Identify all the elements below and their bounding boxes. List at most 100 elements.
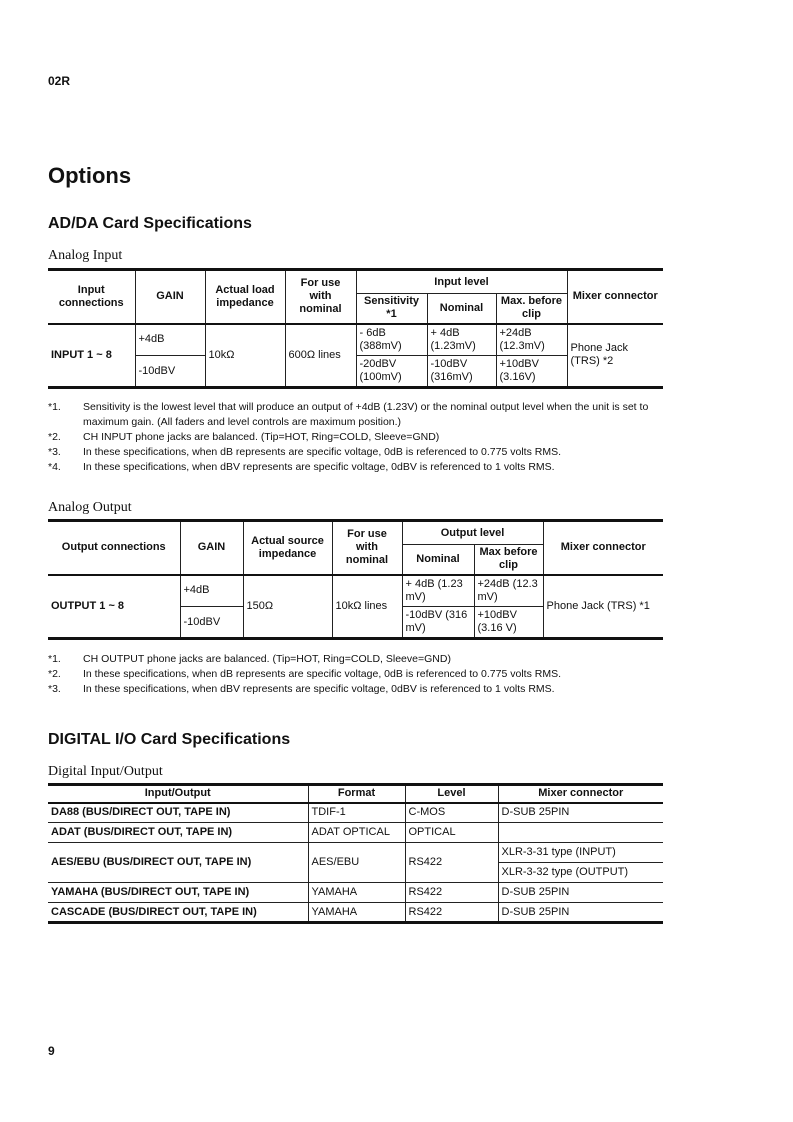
cell: CASCADE (BUS/DIRECT OUT, TAPE IN) [48, 902, 309, 923]
footnote-key: *3. [48, 683, 61, 695]
cell: TDIF-1 [307, 801, 406, 823]
cell: +4dB [179, 573, 244, 607]
subheading-digital-io: Digital Input/Output [48, 764, 163, 779]
footnote-key: *1. [48, 401, 61, 413]
cell: ADAT (BUS/DIRECT OUT, TAPE IN) [48, 822, 309, 843]
footnote-text: Sensitivity is the lowest level that wil… [83, 401, 649, 428]
footnote-key: *2. [48, 668, 61, 680]
analog-output-table: Output connections GAIN Actual source impe… [48, 519, 663, 640]
col-header: Output level [401, 520, 544, 545]
col-header: Mixer connector [497, 784, 663, 803]
cell: OUTPUT 1 ~ 8 [48, 573, 181, 639]
cell: Phone Jack (TRS) *1 [542, 573, 663, 639]
footnote: *3. In these specifications, when dBV rep… [48, 682, 668, 697]
footnote-text: In these specifications, when dB represe… [83, 668, 562, 680]
page-number: 9 [48, 1044, 55, 1058]
section-heading-digital: DIGITAL I/O Card Specifications [48, 731, 291, 748]
footnote-text: In these specifications, when dBV repres… [83, 683, 555, 695]
col-header: For use with nominal [284, 269, 357, 324]
footnote-key: *4. [48, 461, 61, 473]
col-header: Input/Output [48, 784, 309, 803]
cell: YAMAHA (BUS/DIRECT OUT, TAPE IN) [48, 882, 309, 903]
cell: AES/EBU (BUS/DIRECT OUT, TAPE IN) [48, 842, 309, 883]
cell: RS422 [404, 842, 499, 883]
cell: +10dBV (3.16 V) [473, 606, 543, 639]
analog-output-notes: *1. CH OUTPUT phone jacks are balanced. (… [48, 652, 668, 697]
footnote-key: *2. [48, 431, 61, 443]
cell: OPTICAL [404, 822, 499, 843]
col-header: Nominal [402, 544, 475, 575]
subheading-analog-input: Analog Input [48, 248, 123, 263]
cell: 600Ω lines [284, 322, 357, 388]
cell: 150Ω [242, 573, 333, 639]
cell: DA88 (BUS/DIRECT OUT, TAPE IN) [48, 801, 309, 823]
table-row: XLR-3-32 type (OUTPUT) [48, 862, 663, 883]
table-row: ADAT (BUS/DIRECT OUT, TAPE IN) ADAT OPTIC… [48, 822, 663, 843]
cell: ADAT OPTICAL [307, 822, 406, 843]
footnote-text: CH OUTPUT phone jacks are balanced. (Tip… [83, 653, 451, 665]
footnote-key: *1. [48, 653, 61, 665]
cell: XLR-3-32 type (OUTPUT) [498, 862, 663, 883]
cell: +24dB (12.3 mV) [473, 573, 544, 607]
cell: YAMAHA [307, 902, 406, 923]
subheading-analog-output: Analog Output [48, 500, 132, 515]
footnote-text: In these specifications, when dBV repres… [83, 461, 555, 473]
cell: D-SUB 25PIN [497, 882, 663, 903]
analog-input-table: Input connections GAIN Actual load impedan… [48, 268, 663, 389]
footnote-key: *3. [48, 446, 61, 458]
table-row: AES/EBU (BUS/DIRECT OUT, TAPE IN) AES/EBU… [48, 842, 663, 883]
col-header: Max. before clip [495, 293, 567, 324]
cell: YAMAHA [307, 882, 406, 903]
footnote: *1. Sensitivity is the lowest level that … [48, 400, 668, 430]
cell: XLR-3-31 type (INPUT) [497, 842, 663, 863]
cell: RS422 [404, 882, 499, 903]
col-header: Actual load impedance [204, 269, 286, 324]
cell: + 4dB (1.23mV) [426, 322, 497, 356]
col-header: GAIN [179, 520, 244, 575]
col-header: Level [404, 784, 499, 803]
cell: + 4dB (1.23 mV) [401, 573, 475, 607]
digital-io-table: Input/Output Format Level Mixer connector D… [48, 783, 663, 924]
cell: +10dBV (3.16V) [495, 355, 567, 388]
cell [497, 822, 663, 843]
col-header: Output connections [48, 520, 181, 575]
col-header: Format [307, 784, 406, 803]
footnote-text: In these specifications, when dB represe… [83, 446, 562, 458]
page-title: Options [48, 163, 132, 188]
col-header: Sensitivity *1 [356, 293, 428, 324]
cell: AES/EBU [307, 842, 406, 883]
col-header: Max before clip [473, 544, 543, 575]
cell: RS422 [404, 902, 499, 923]
cell: D-SUB 25PIN [497, 801, 663, 823]
table-row: CASCADE (BUS/DIRECT OUT, TAPE IN) YAMAHA R… [48, 902, 663, 923]
footnote-text: CH INPUT phone jacks are balanced. (Tip=… [83, 431, 440, 443]
footnote: *4. In these specifications, when dBV rep… [48, 460, 668, 475]
col-header: Input level [355, 269, 568, 294]
cell: INPUT 1 ~ 8 [48, 322, 136, 388]
table-row: YAMAHA (BUS/DIRECT OUT, TAPE IN) YAMAHA RS… [48, 882, 663, 903]
cell: -10dBV (316mV) [426, 355, 497, 388]
cell: +4dB [134, 322, 206, 356]
running-header: 02R [48, 74, 71, 88]
footnote: *1. CH OUTPUT phone jacks are balanced. (… [48, 652, 668, 667]
col-header: Nominal [426, 293, 497, 324]
cell: 10kΩ lines [331, 573, 403, 639]
cell: -10dBV [135, 355, 206, 388]
cell: +24dB (12.3mV) [495, 322, 568, 356]
cell: C-MOS [404, 801, 499, 823]
cell: 10kΩ [204, 322, 286, 388]
col-header: For use with nominal [331, 520, 403, 575]
col-header: Mixer connector [542, 520, 663, 575]
cell: D-SUB 25PIN [497, 902, 663, 923]
col-header: Input connections [48, 269, 136, 324]
footnote: *2. CH INPUT phone jacks are balanced. (T… [48, 430, 668, 445]
footnote: *2. In these specifications, when dB repr… [48, 667, 668, 682]
table-row: DA88 (BUS/DIRECT OUT, TAPE IN) TDIF-1 C-MO… [48, 801, 663, 823]
footnote: *3. In these specifications, when dB repr… [48, 445, 668, 460]
cell: -10dBV (316 mV) [401, 606, 475, 639]
section-heading-adda: AD/DA Card Specifications [48, 215, 252, 232]
cell: -20dBV (100mV) [355, 355, 428, 388]
analog-input-notes: *1. Sensitivity is the lowest level that … [48, 400, 668, 475]
cell: -10dBV [180, 606, 244, 639]
